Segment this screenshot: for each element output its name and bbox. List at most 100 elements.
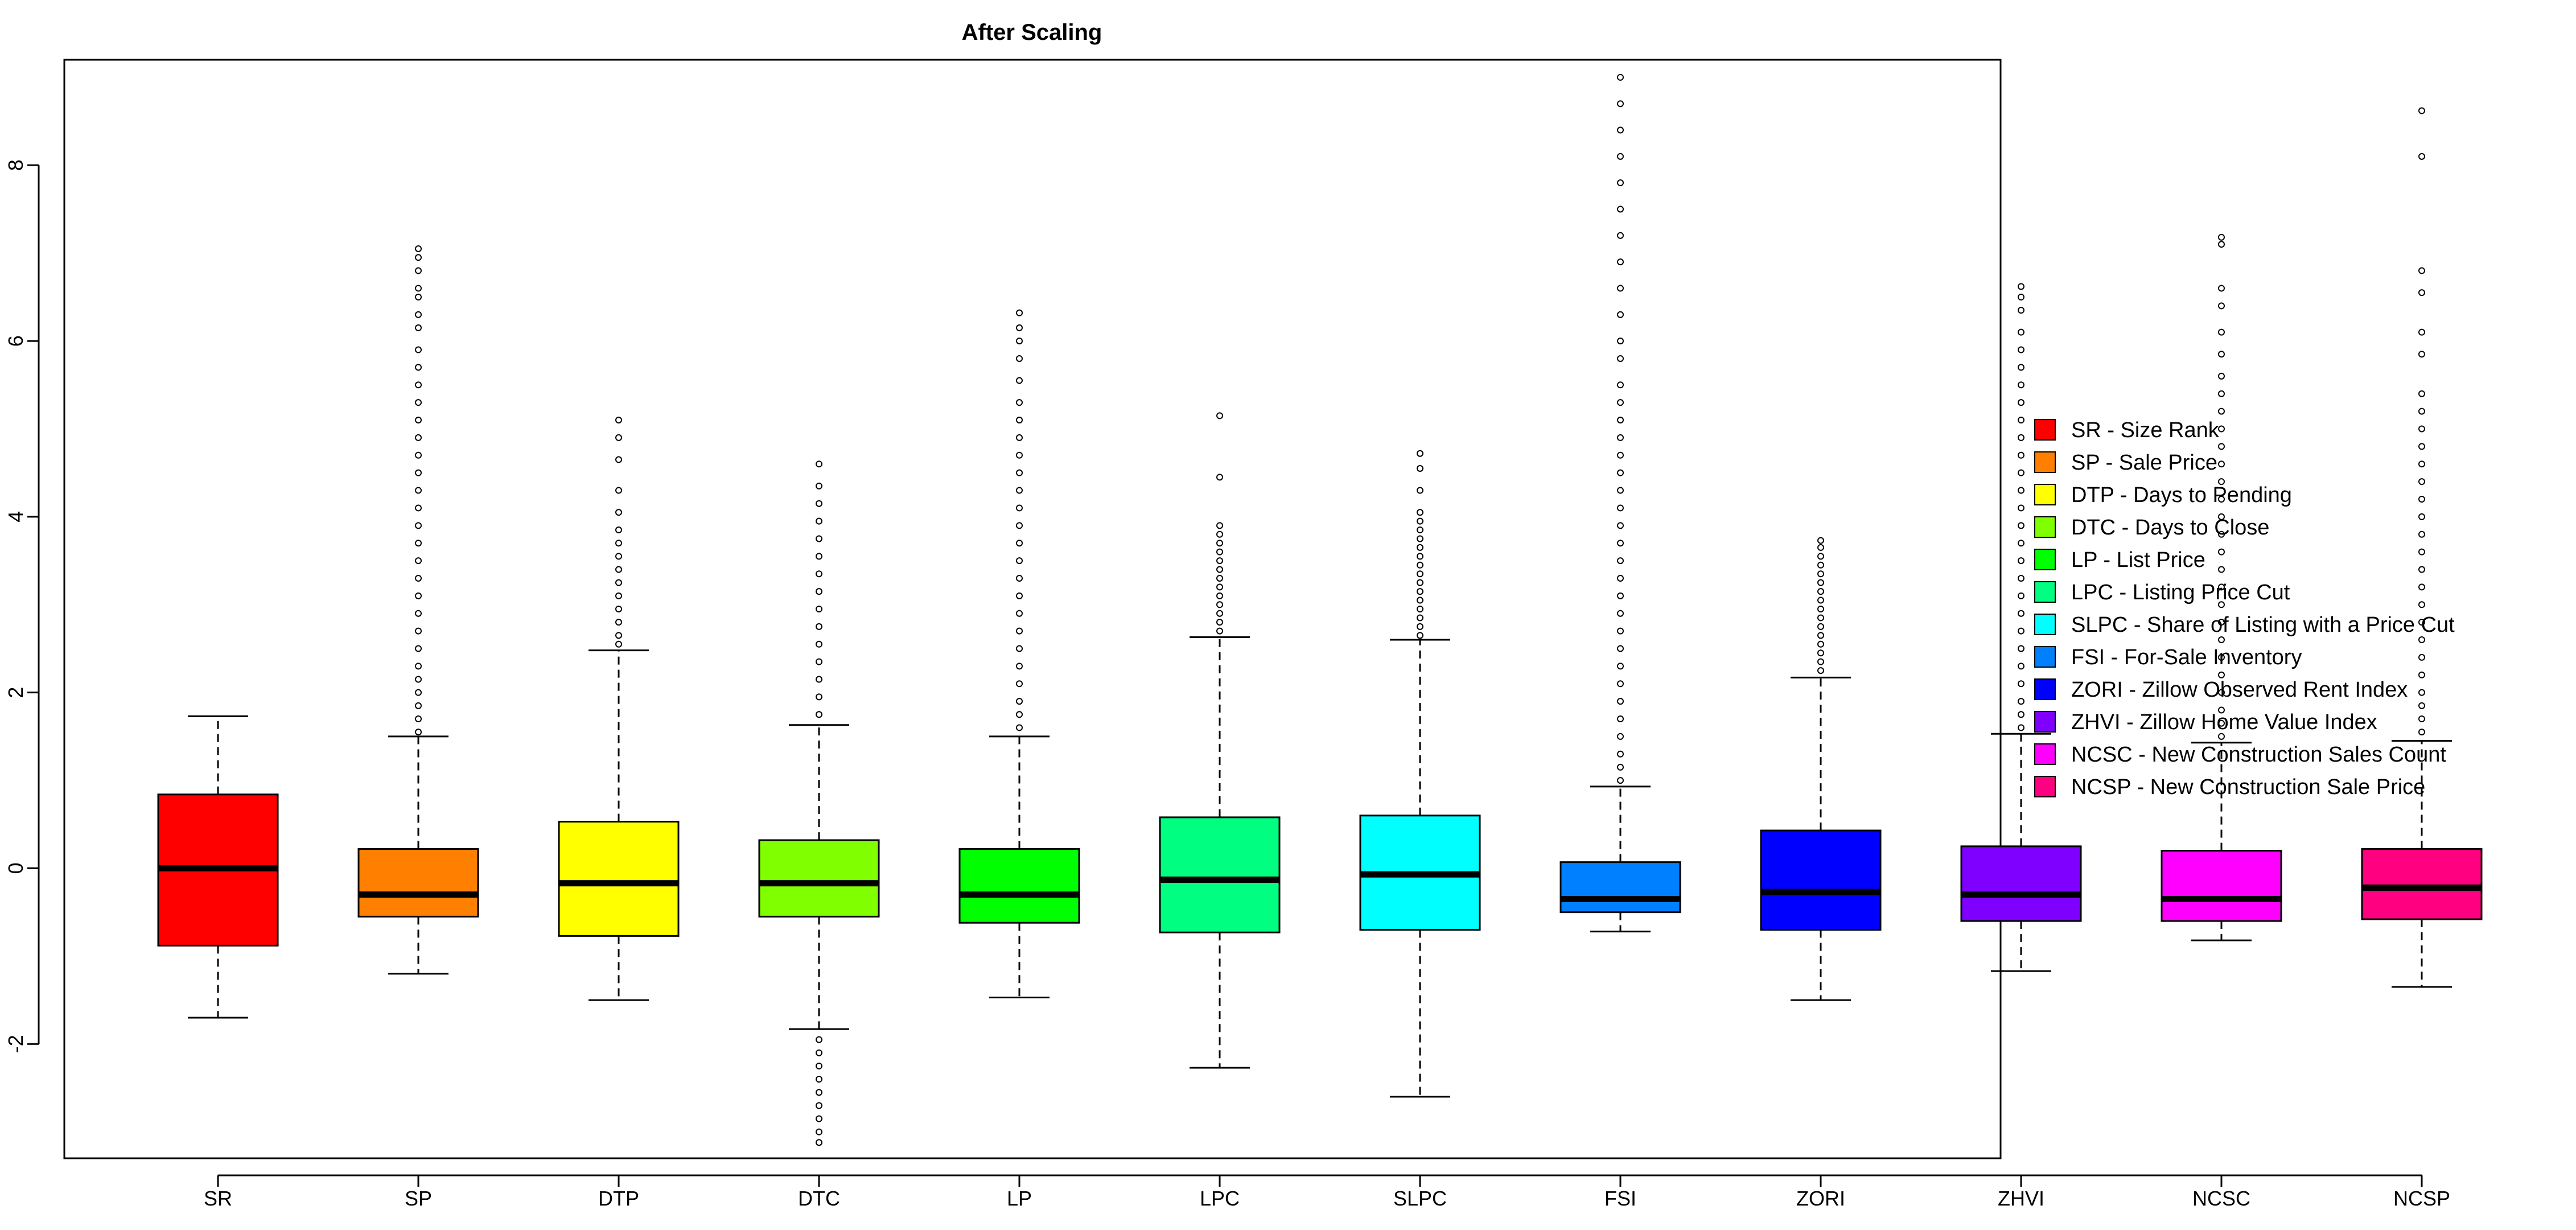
outlier-point xyxy=(2418,496,2425,503)
outlier-point xyxy=(2418,601,2425,608)
legend-item: NCSP - New Construction Sale Price xyxy=(2034,775,2425,799)
outlier-point xyxy=(2418,153,2425,160)
outlier-point xyxy=(1817,640,1824,648)
outlier-point xyxy=(1016,540,1023,547)
outlier-point xyxy=(1617,574,1624,582)
outlier-point xyxy=(1817,553,1824,560)
outlier-point xyxy=(1817,537,1824,544)
outlier-point xyxy=(415,610,422,617)
outlier-point xyxy=(1617,777,1624,784)
outlier-point xyxy=(1216,619,1223,626)
outlier-point xyxy=(415,715,422,722)
outlier-point xyxy=(1417,487,1423,494)
box-sr xyxy=(157,715,279,1019)
outlier-point xyxy=(2018,645,2024,652)
outlier-point xyxy=(816,460,822,468)
x-tick-label: ZHVI xyxy=(1998,1187,2044,1210)
outlier-point xyxy=(1617,153,1624,160)
legend-swatch xyxy=(2034,711,2056,733)
outlier-point xyxy=(2418,636,2425,644)
outlier-point xyxy=(1016,355,1023,362)
outlier-point xyxy=(1016,324,1023,331)
outlier-point xyxy=(2418,671,2425,678)
outlier-point xyxy=(415,504,422,512)
legend-label: ZORI - Zillow Observed Rent Index xyxy=(2071,678,2408,702)
legend-item: ZORI - Zillow Observed Rent Index xyxy=(2034,678,2408,702)
legend-item: SP - Sale Price xyxy=(2034,451,2217,475)
outlier-point xyxy=(1617,698,1624,705)
outlier-point xyxy=(2218,443,2225,450)
outlier-point xyxy=(415,324,422,331)
x-tick-label: LP xyxy=(1007,1187,1032,1210)
outlier-point xyxy=(2418,478,2425,486)
plot-frame xyxy=(63,59,2002,1159)
outlier-point xyxy=(816,1115,822,1122)
legend-label: DTC - Days to Close xyxy=(2071,516,2269,540)
outlier-point xyxy=(1617,763,1624,771)
legend-label: NCSC - New Construction Sales Count xyxy=(2071,743,2446,767)
outlier-point xyxy=(1817,606,1824,612)
outlier-point xyxy=(1216,557,1223,565)
outlier-point xyxy=(816,606,822,612)
legend-item: SR - Size Rank xyxy=(2034,418,2220,442)
y-axis: -2 0 2 4 6 8 xyxy=(4,159,40,1053)
y-tick-label: 6 xyxy=(4,335,27,347)
legend: SR - Size Rank SP - Sale Price DTP - Days … xyxy=(2034,418,2455,799)
outlier-point xyxy=(1617,355,1624,362)
outlier-point xyxy=(1216,601,1223,608)
legend-label: ZHVI - Zillow Home Value Index xyxy=(2071,710,2377,734)
outlier-point xyxy=(1817,614,1824,622)
outlier-point xyxy=(2218,566,2225,573)
outlier-point xyxy=(1016,680,1023,688)
outlier-point xyxy=(816,1128,822,1136)
outlier-point xyxy=(2218,425,2225,433)
outlier-point xyxy=(1016,522,1023,529)
outlier-point xyxy=(1016,338,1023,345)
outlier-point xyxy=(1617,610,1624,617)
outlier-point xyxy=(415,663,422,670)
outlier-point xyxy=(2218,328,2225,336)
box-slpc xyxy=(1359,450,1481,1098)
outlier-point xyxy=(1016,663,1023,670)
outlier-point xyxy=(816,588,822,595)
outlier-point xyxy=(2218,719,2225,727)
legend-swatch xyxy=(2034,484,2056,505)
legend-swatch xyxy=(2034,516,2056,538)
outlier-point xyxy=(1617,750,1624,758)
outlier-point xyxy=(615,540,622,547)
outlier-point xyxy=(1617,179,1624,187)
box-body xyxy=(758,839,880,918)
outlier-point xyxy=(1016,592,1023,599)
chart-title: After Scaling xyxy=(962,20,1102,45)
box-lpc xyxy=(1159,412,1281,1069)
outlier-point xyxy=(1417,606,1423,612)
outlier-point xyxy=(2018,451,2024,459)
outlier-point xyxy=(816,1089,822,1096)
outlier-point xyxy=(1617,205,1624,213)
outlier-point xyxy=(415,469,422,476)
outlier-point xyxy=(2418,460,2425,468)
outlier-point xyxy=(2218,671,2225,678)
outlier-point xyxy=(2018,417,2024,424)
outlier-point xyxy=(615,553,622,560)
legend-swatch xyxy=(2034,614,2056,635)
box-dtc xyxy=(758,460,880,1146)
outlier-point xyxy=(1617,733,1624,740)
outlier-point xyxy=(1417,526,1423,534)
outlier-point xyxy=(1617,73,1624,81)
outlier-point xyxy=(415,574,422,582)
box-fsi xyxy=(1559,73,1681,933)
outlier-point xyxy=(1617,504,1624,512)
outlier-point xyxy=(1216,412,1223,419)
outlier-point xyxy=(415,627,422,635)
outlier-point xyxy=(615,487,622,494)
outlier-point xyxy=(2418,351,2425,358)
outlier-point xyxy=(2018,504,2024,512)
outlier-point xyxy=(415,245,422,252)
outlier-point xyxy=(615,619,622,626)
outlier-point xyxy=(2018,540,2024,547)
outlier-point xyxy=(2018,487,2024,494)
outlier-point xyxy=(415,689,422,696)
